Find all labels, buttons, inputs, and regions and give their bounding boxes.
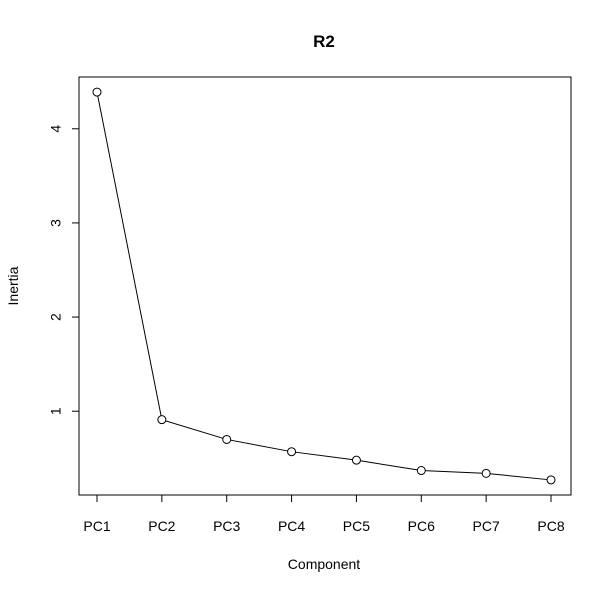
- x-tick-label: PC4: [278, 518, 305, 534]
- chart-marks: 1 2 3 4 PC1 PC2 PC3 PC4 PC5 PC6 PC7 PC8: [48, 87, 565, 534]
- chart-title: R2: [313, 32, 335, 51]
- y-tick-label: 2: [48, 313, 64, 321]
- x-axis-title: Component: [288, 556, 360, 572]
- data-point: [157, 415, 167, 425]
- y-tick-label: 1: [48, 407, 64, 415]
- y-axis-title: Inertia: [5, 266, 21, 305]
- x-tick-label: PC8: [537, 518, 564, 534]
- data-point: [481, 468, 491, 478]
- data-point: [92, 87, 102, 97]
- data-point: [351, 455, 361, 465]
- x-tick-label: PC5: [343, 518, 370, 534]
- data-point: [287, 447, 297, 457]
- x-tick-label: PC2: [148, 518, 175, 534]
- data-point: [546, 475, 556, 485]
- x-tick-label: PC6: [408, 518, 435, 534]
- x-tick-label: PC3: [213, 518, 240, 534]
- series-line: [96, 91, 552, 481]
- data-point: [416, 466, 426, 476]
- x-tick-label: PC1: [83, 518, 110, 534]
- plot-frame: [78, 76, 572, 496]
- y-tick-label: 3: [48, 219, 64, 227]
- x-tick-label: PC7: [473, 518, 500, 534]
- data-point: [222, 434, 232, 444]
- y-tick-label: 4: [48, 125, 64, 133]
